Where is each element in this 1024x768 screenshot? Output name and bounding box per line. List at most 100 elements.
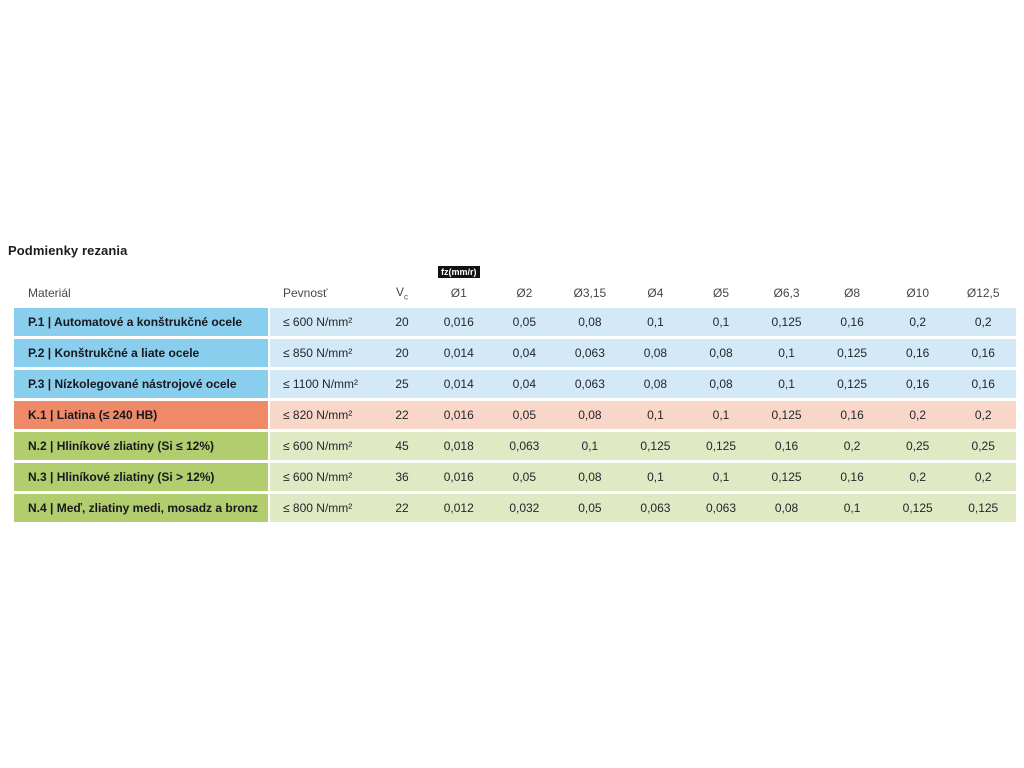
vc-cell: 25 (395, 377, 409, 391)
fz-value-cell: 0,16 (905, 346, 930, 360)
table-row-p3: P.3 | Nízkolegované nástrojové ocele ≤ 1… (14, 370, 1016, 398)
material-cell: P.3 | Nízkolegované nástrojové ocele (14, 370, 270, 398)
fz-value-cell: 0,08 (643, 377, 668, 391)
fz-value-cell: 0,063 (509, 439, 540, 453)
vc-cell: 22 (395, 501, 409, 515)
cutting-conditions-table: fz(mm/r) Materiál Pevnosť Vc Ø1 Ø2 Ø3,15… (14, 262, 1016, 525)
fz-value-cell: 0,2 (974, 470, 992, 484)
material-cell: N.2 | Hliníkové zliatiny (Si ≤ 12%) (14, 432, 270, 460)
material-cell: P.2 | Konštrukčné a liate ocele (14, 339, 270, 367)
fz-value-cell: 0,05 (512, 470, 536, 484)
fz-value-cell: 0,125 (902, 501, 933, 515)
fz-value-cell: 0,2 (974, 315, 992, 329)
fz-value-cell: 0,125 (837, 346, 868, 360)
header-diameter-2: Ø2 (516, 286, 533, 300)
fz-value-cell: 0,16 (840, 408, 864, 422)
header-diameter-7: Ø8 (844, 286, 861, 300)
pevnost-cell: ≤ 850 N/mm² (283, 346, 353, 360)
pevnost-cell: ≤ 600 N/mm² (283, 470, 353, 484)
fz-value-cell: 0,1 (647, 470, 664, 484)
fz-value-cell: 0,05 (578, 501, 602, 515)
header-diameter-5: Ø5 (712, 286, 729, 300)
fz-value-cell: 0,016 (443, 315, 474, 329)
pevnost-cell: ≤ 800 N/mm² (283, 501, 353, 515)
table-row-n3: N.3 | Hliníkové zliatiny (Si > 12%) ≤ 60… (14, 463, 1016, 491)
pevnost-cell: ≤ 1100 N/mm² (283, 377, 359, 391)
fz-value-cell: 0,2 (974, 408, 992, 422)
vc-cell: 20 (395, 315, 409, 329)
header-diameter-4: Ø4 (647, 286, 664, 300)
fz-value-cell: 0,05 (512, 408, 536, 422)
fz-value-cell: 0,063 (705, 501, 736, 515)
fz-value-cell: 0,16 (840, 470, 864, 484)
fz-value-cell: 0,25 (971, 439, 995, 453)
material-cell: K.1 | Liatina (≤ 240 HB) (14, 401, 270, 429)
table-row-p1: P.1 | Automatové a konštrukčné ocele ≤ 6… (14, 308, 1016, 336)
pevnost-cell: ≤ 820 N/mm² (283, 408, 353, 422)
vc-cell: 22 (395, 408, 409, 422)
fz-value-cell: 0,1 (647, 315, 664, 329)
table-row-k1: K.1 | Liatina (≤ 240 HB) ≤ 820 N/mm² 22 … (14, 401, 1016, 429)
vc-cell: 45 (395, 439, 409, 453)
fz-value-cell: 0,08 (578, 408, 602, 422)
pevnost-cell: ≤ 600 N/mm² (283, 439, 353, 453)
material-cell: N.4 | Meď, zliatiny medi, mosadz a bronz (14, 494, 270, 522)
fz-value-cell: 0,125 (771, 408, 802, 422)
table-row-n4: N.4 | Meď, zliatiny medi, mosadz a bronz… (14, 494, 1016, 522)
fz-value-cell: 0,08 (709, 377, 733, 391)
page-title: Podmienky rezania (8, 243, 128, 258)
vc-cell: 20 (395, 346, 409, 360)
fz-value-cell: 0,032 (509, 501, 540, 515)
material-cell: N.3 | Hliníkové zliatiny (Si > 12%) (14, 463, 270, 491)
pevnost-cell: ≤ 600 N/mm² (283, 315, 353, 329)
unit-badge-row: fz(mm/r) (14, 262, 1016, 278)
header-vc: Vc (378, 285, 426, 301)
fz-value-cell: 0,1 (712, 470, 730, 484)
fz-value-cell: 0,1 (778, 377, 795, 391)
header-vc-sub: c (404, 292, 408, 302)
header-diameter-6: Ø6,3 (773, 286, 800, 300)
header-material: Materiál (28, 286, 71, 300)
header-diameter-1: Ø1 (450, 286, 467, 300)
fz-value-cell: 0,063 (574, 377, 605, 391)
fz-value-cell: 0,063 (640, 501, 671, 515)
fz-value-cell: 0,1 (778, 346, 795, 360)
fz-value-cell: 0,04 (512, 346, 536, 360)
fz-value-cell: 0,25 (905, 439, 930, 453)
fz-value-cell: 0,125 (771, 470, 802, 484)
fz-value-cell: 0,125 (771, 315, 802, 329)
fz-value-cell: 0,016 (443, 408, 474, 422)
fz-value-cell: 0,012 (443, 501, 474, 515)
fz-value-cell: 0,08 (578, 315, 602, 329)
fz-value-cell: 0,014 (443, 346, 474, 360)
fz-value-cell: 0,125 (640, 439, 671, 453)
fz-value-cell: 0,05 (512, 315, 536, 329)
fz-value-cell: 0,125 (705, 439, 736, 453)
fz-value-cell: 0,08 (643, 346, 668, 360)
fz-value-cell: 0,2 (909, 315, 926, 329)
fz-value-cell: 0,16 (971, 377, 995, 391)
fz-value-cell: 0,08 (709, 346, 733, 360)
fz-value-cell: 0,2 (909, 408, 926, 422)
fz-value-cell: 0,018 (443, 439, 474, 453)
fz-value-cell: 0,063 (574, 346, 605, 360)
fz-value-cell: 0,125 (968, 501, 999, 515)
fz-value-cell: 0,08 (578, 470, 602, 484)
table-header-row: Materiál Pevnosť Vc Ø1 Ø2 Ø3,15 Ø4 Ø5 Ø6… (14, 278, 1016, 308)
unit-badge-slot: fz(mm/r) (426, 262, 492, 280)
fz-value-cell: 0,1 (647, 408, 664, 422)
header-diameter-3: Ø3,15 (573, 286, 607, 300)
header-diameter-9: Ø12,5 (966, 286, 1000, 300)
table-row-p2: P.2 | Konštrukčné a liate ocele ≤ 850 N/… (14, 339, 1016, 367)
fz-value-cell: 0,16 (774, 439, 799, 453)
fz-value-cell: 0,1 (581, 439, 599, 453)
fz-value-cell: 0,08 (774, 501, 799, 515)
fz-value-cell: 0,16 (840, 315, 864, 329)
header-vc-base: V (395, 284, 404, 299)
table-row-n2: N.2 | Hliníkové zliatiny (Si ≤ 12%) ≤ 60… (14, 432, 1016, 460)
fz-value-cell: 0,1 (712, 408, 730, 422)
fz-value-cell: 0,014 (443, 377, 474, 391)
fz-value-cell: 0,16 (905, 377, 930, 391)
vc-cell: 36 (395, 470, 409, 484)
